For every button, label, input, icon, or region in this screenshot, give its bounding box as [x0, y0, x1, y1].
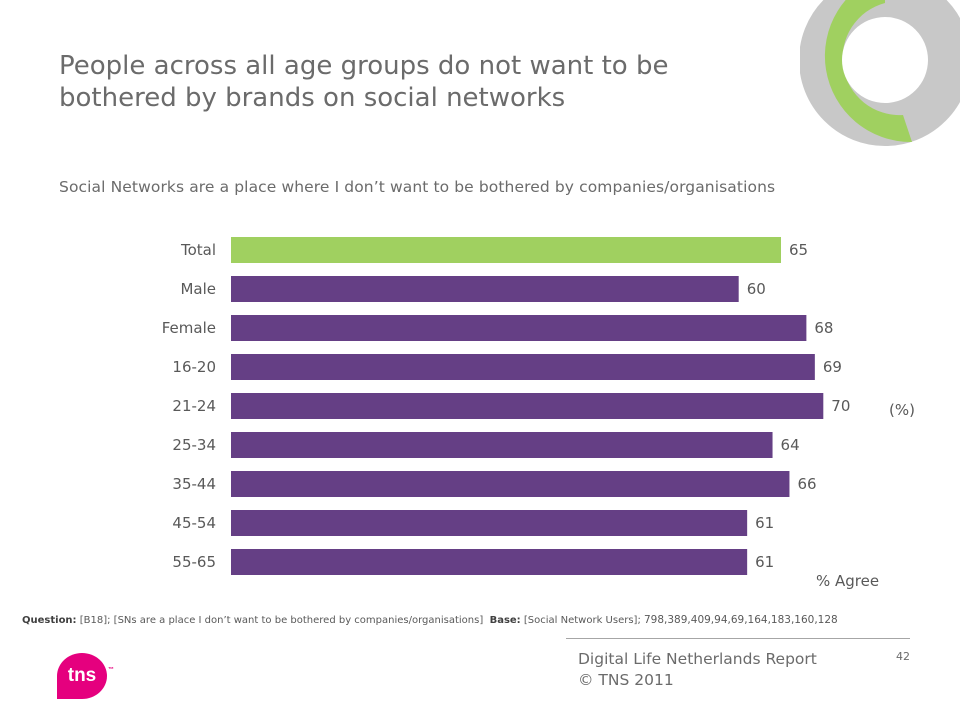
footer-divider	[566, 638, 910, 639]
value-label-male: 60	[747, 280, 766, 298]
bar-35-44	[231, 471, 790, 497]
report-title: Digital Life Netherlands Report	[578, 650, 817, 668]
category-label-35-44: 35-44	[172, 475, 216, 493]
bar-45-54	[231, 510, 748, 536]
category-label-45-54: 45-54	[172, 514, 216, 532]
category-label-female: Female	[162, 319, 216, 337]
bar-female	[231, 315, 807, 341]
bar-total	[231, 237, 781, 263]
value-label-35-44: 66	[797, 475, 816, 493]
question-text: [B18]; [SNs are a place I don’t want to …	[79, 615, 484, 626]
copyright: © TNS 2011	[578, 671, 674, 689]
category-label-21-24: 21-24	[172, 397, 216, 415]
base-numbers: 798,389,409,94,69,164,183,160,128	[644, 614, 838, 626]
category-label-male: Male	[180, 280, 216, 298]
base-label: Base:	[489, 615, 521, 626]
bar-male	[231, 276, 739, 302]
base-text: [Social Network Users];	[523, 615, 641, 626]
donut-hole	[842, 17, 928, 103]
footnote: Question: [B18]; [SNs are a place I don’…	[22, 614, 838, 626]
value-label-45-54: 61	[755, 514, 774, 532]
bar-16-20	[231, 354, 815, 380]
bar-55-65	[231, 549, 748, 575]
x-axis-label: % Agree	[816, 572, 880, 590]
tns-logo: tns ™	[57, 653, 114, 699]
value-label-25-34: 64	[781, 436, 800, 454]
category-label-25-34: 25-34	[172, 436, 216, 454]
logo-trademark: ™	[108, 667, 114, 673]
bar-21-24	[231, 393, 824, 419]
question-label: Question:	[22, 615, 77, 626]
chart-subtitle: Social Networks are a place where I don’…	[59, 178, 776, 196]
category-label-total: Total	[180, 241, 216, 259]
value-label-total: 65	[789, 241, 808, 259]
value-label-16-20: 69	[823, 358, 842, 376]
page-title: People across all age groups do not want…	[59, 50, 759, 114]
page-title-line-1: People across all age groups do not want…	[59, 51, 669, 81]
category-label-55-65: 55-65	[172, 553, 216, 571]
page-title-line-2: bothered by brands on social networks	[59, 83, 566, 113]
report-credit: Digital Life Netherlands Report © TNS 20…	[578, 649, 817, 691]
decorative-donut-graphic	[800, 0, 960, 146]
page-number: 42	[896, 650, 910, 663]
logo-text: tns	[67, 665, 97, 686]
donut-green-segment	[824, 0, 912, 143]
value-label-female: 68	[814, 319, 833, 337]
value-label-21-24: 70	[831, 397, 850, 415]
category-label-16-20: 16-20	[172, 358, 216, 376]
unit-label: (%)	[889, 401, 915, 419]
bar-25-34	[231, 432, 773, 458]
value-label-55-65: 61	[755, 553, 774, 571]
